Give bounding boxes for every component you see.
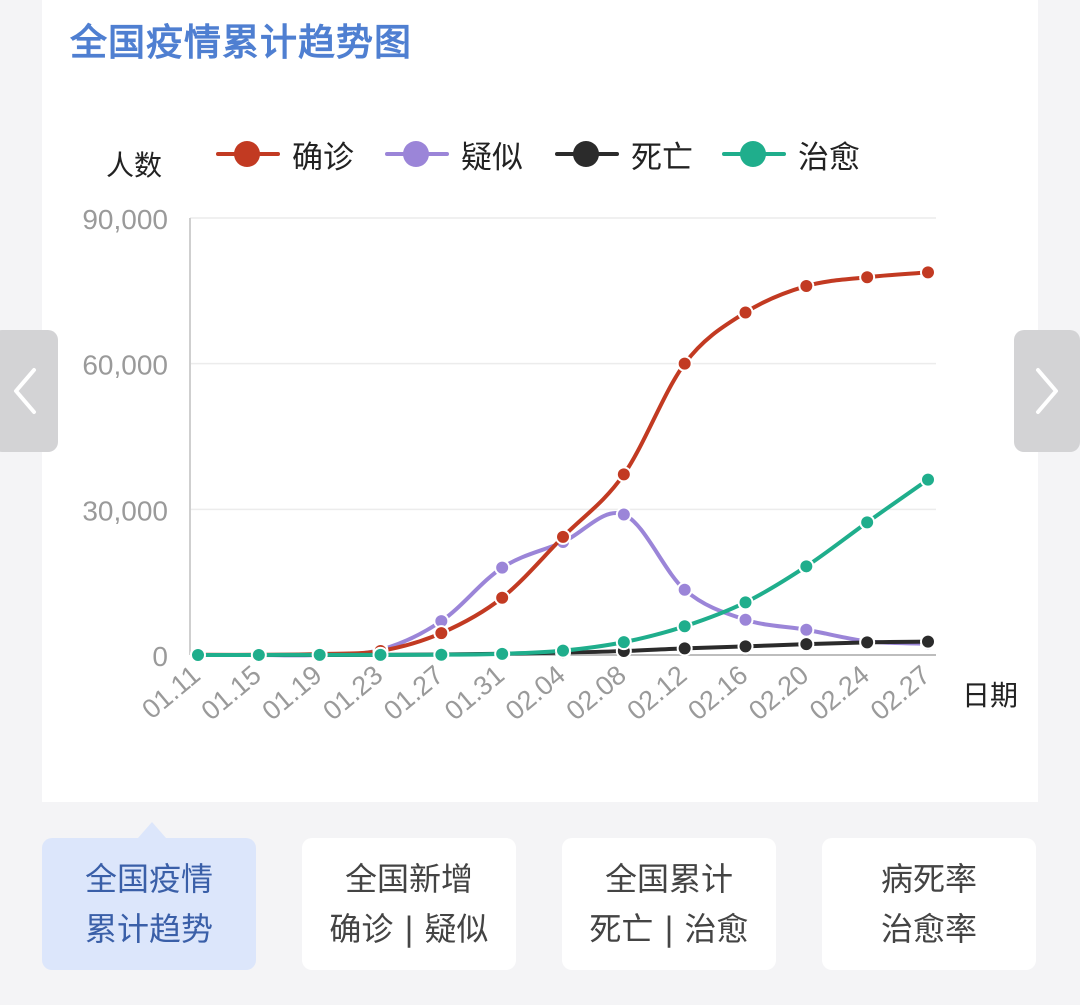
data-point <box>859 514 876 531</box>
data-point <box>920 633 936 650</box>
x-tick-label: 02.12 <box>621 660 692 726</box>
legend-label: 确诊 <box>292 139 354 176</box>
y-tick-label: 30,000 <box>82 495 168 526</box>
x-tick-label: 02.16 <box>682 660 753 726</box>
data-point <box>676 355 693 372</box>
series-line-0 <box>197 270 929 657</box>
x-tick-label: 01.11 <box>136 660 206 725</box>
tab-label-line2: 死亡 | 治愈 <box>589 910 749 948</box>
data-point <box>859 269 876 286</box>
data-point <box>433 646 450 663</box>
tab-cumulative-trend[interactable]: 全国疫情 累计趋势 <box>42 838 256 970</box>
x-tick-label: 01.19 <box>256 660 327 726</box>
x-tick-label: 02.20 <box>743 660 814 726</box>
legend-swatch-confirmed <box>216 134 280 174</box>
data-point <box>311 646 328 663</box>
legend-label: 治愈 <box>798 139 860 176</box>
legend-label: 疑似 <box>461 139 523 176</box>
legend: 确诊 疑似 死亡 治愈 <box>0 0 1080 200</box>
x-tick-label: 02.04 <box>500 660 571 726</box>
x-tick-label: 01.27 <box>378 660 449 726</box>
legend-swatch-recovered <box>722 134 786 174</box>
legend-item-recovered[interactable]: 治愈 <box>722 134 860 176</box>
chart-title: 全国疫情累计趋势图 <box>70 21 412 64</box>
prev-chart-button[interactable] <box>0 330 58 452</box>
chevron-right-icon <box>1036 368 1058 414</box>
tab-label-line2: 治愈率 <box>880 910 977 948</box>
data-point <box>676 581 693 598</box>
x-tick-label: 01.23 <box>317 660 388 726</box>
legend-item-deaths[interactable]: 死亡 <box>555 134 693 176</box>
x-tick-label: 01.15 <box>196 660 267 726</box>
y-tick-label: 60,000 <box>82 350 168 381</box>
next-chart-button[interactable] <box>1014 330 1080 452</box>
data-point <box>737 611 754 628</box>
data-point <box>676 640 693 657</box>
data-point <box>433 625 450 642</box>
data-point <box>859 634 876 651</box>
y-tick-label: 90,000 <box>82 204 168 235</box>
tab-daily-new[interactable]: 全国新增 确诊 | 疑似 <box>302 838 516 970</box>
y-tick-label: 0 <box>152 641 168 672</box>
tab-label-line2: 确诊 | 疑似 <box>329 910 489 948</box>
data-point <box>494 589 511 606</box>
chevron-left-icon <box>14 368 36 414</box>
data-point <box>737 594 754 611</box>
tab-label-line1: 全国累计 <box>604 860 733 898</box>
x-tick-label: 02.08 <box>561 660 632 726</box>
x-tick-label: 01.31 <box>439 660 510 726</box>
data-point <box>372 646 389 663</box>
legend-item-confirmed[interactable]: 确诊 <box>216 134 354 176</box>
tab-fatality-recovery-rate[interactable]: 病死率 治愈率 <box>822 838 1036 970</box>
tab-label-line2: 累计趋势 <box>84 910 213 948</box>
tab-label-line1: 全国疫情 <box>84 860 213 898</box>
tab-deaths-recovered[interactable]: 全国累计 死亡 | 治愈 <box>562 838 776 970</box>
data-point <box>798 636 815 653</box>
data-point <box>615 466 632 483</box>
data-point <box>250 646 267 663</box>
data-point <box>555 528 571 545</box>
data-point <box>615 506 632 523</box>
legend-item-suspected[interactable]: 疑似 <box>385 134 523 176</box>
data-point <box>798 558 815 575</box>
legend-swatch-deaths <box>555 134 619 174</box>
data-point <box>737 304 754 321</box>
data-point <box>920 264 936 281</box>
data-point <box>494 645 511 662</box>
data-point <box>555 642 571 659</box>
data-point <box>190 647 206 663</box>
series-line-3 <box>197 477 930 657</box>
x-tick-label: 02.24 <box>804 660 875 726</box>
data-point <box>676 618 693 635</box>
x-axis-label: 日期 <box>962 679 1019 712</box>
chart-card <box>42 0 1038 802</box>
legend-swatch-suspected <box>385 134 449 174</box>
y-axis-label: 人数 <box>106 149 163 182</box>
data-point <box>494 559 511 576</box>
data-point <box>798 278 815 295</box>
data-point <box>798 621 815 638</box>
legend-label: 死亡 <box>631 139 693 176</box>
data-point <box>615 634 632 651</box>
tab-label-line1: 全国新增 <box>344 860 473 898</box>
data-point <box>737 638 754 655</box>
data-point <box>920 471 936 488</box>
x-tick-label: 02.27 <box>865 660 936 726</box>
tab-label-line1: 病死率 <box>880 860 977 898</box>
active-tab-pointer <box>138 822 166 838</box>
